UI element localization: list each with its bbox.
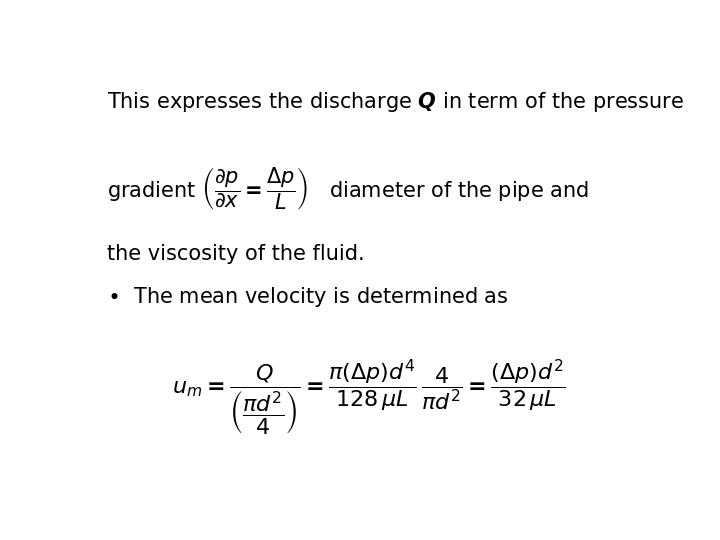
Text: gradient $\left(\boldsymbol{\dfrac{\partial p}{\partial x} = \dfrac{\Delta p}{L}: gradient $\left(\boldsymbol{\dfrac{\part…: [107, 165, 589, 212]
Text: This expresses the discharge $\boldsymbol{Q}$ in term of the pressure: This expresses the discharge $\boldsymbo…: [107, 90, 684, 114]
Text: the viscosity of the fluid.: the viscosity of the fluid.: [107, 244, 364, 264]
Text: $\bullet$  The mean velocity is determined as: $\bullet$ The mean velocity is determine…: [107, 285, 508, 309]
Text: $\boldsymbol{u_m = \dfrac{Q}{\left(\dfrac{\pi d^2}{4}\right)} = \dfrac{\pi(\Delt: $\boldsymbol{u_m = \dfrac{Q}{\left(\dfra…: [172, 357, 566, 437]
